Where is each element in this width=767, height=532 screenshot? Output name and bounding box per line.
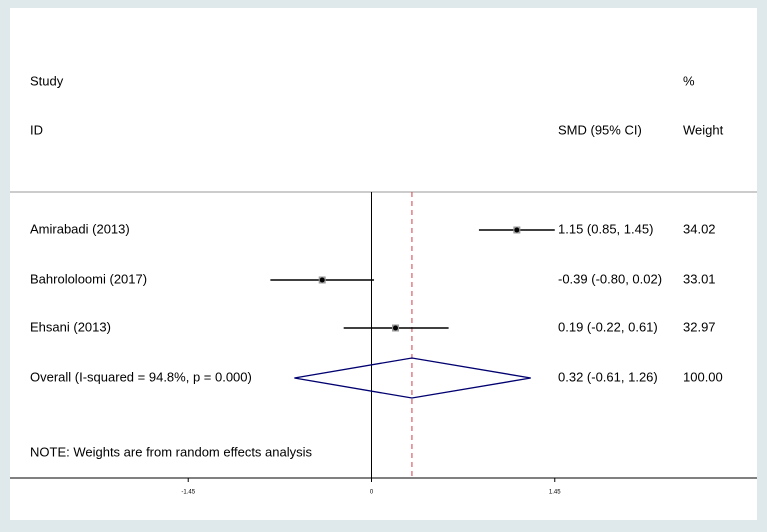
overall-name: Overall (I-squared = 94.8%, p = 0.000) [30,369,252,384]
point-estimate [319,277,325,283]
header-id: ID [30,122,43,137]
plot-background [10,8,757,520]
point-estimate [393,325,399,331]
effect-label: -0.39 (-0.80, 0.02) [558,271,662,286]
overall-diamond [294,357,531,399]
weight-label: 33.01 [683,271,716,286]
overall-label: 0.32 (-0.61, 1.26) [558,369,658,384]
note: NOTE: Weights are from random effects an… [30,444,313,459]
header-study: Study [30,73,64,88]
overall-weight: 100.00 [683,369,723,384]
study-name: Amirabadi (2013) [30,221,130,236]
x-tick-label: 1.45 [549,490,561,496]
header-percent: % [683,73,695,88]
study-name: Ehsani (2013) [30,319,111,334]
point-estimate [514,227,520,233]
weight-label: 34.02 [683,221,716,236]
study-name: Bahrololoomi (2017) [30,271,147,286]
header-weight: Weight [683,122,724,137]
x-tick-label: -1.45 [181,490,195,496]
weight-label: 32.97 [683,319,716,334]
x-tick-label: 0 [370,490,374,496]
effect-label: 1.15 (0.85, 1.45) [558,221,653,236]
effect-label: 0.19 (-0.22, 0.61) [558,319,658,334]
header-effect: SMD (95% CI) [558,122,642,137]
